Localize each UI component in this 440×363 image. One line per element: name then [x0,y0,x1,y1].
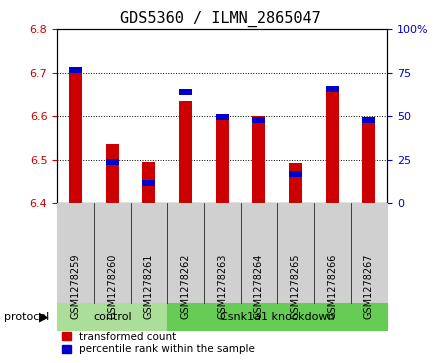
Bar [143,180,155,186]
Bar [69,73,82,203]
Bar [253,117,265,123]
Text: protocol: protocol [4,312,50,322]
Text: GSM1278265: GSM1278265 [290,253,301,319]
Bar [363,117,375,123]
Text: ▶: ▶ [39,310,48,323]
Bar [106,144,119,203]
Bar [326,86,339,92]
Text: GSM1278262: GSM1278262 [180,253,191,319]
Bar [179,101,192,203]
Bar [69,66,82,73]
Bar [216,114,229,203]
Text: control: control [93,312,132,322]
Text: GSM1278259: GSM1278259 [70,253,81,319]
Bar [326,92,339,203]
Bar [363,117,375,203]
Bar [143,162,155,203]
Bar [106,159,119,165]
Text: GSM1278267: GSM1278267 [364,253,374,319]
Bar [289,171,302,177]
Text: GSM1278264: GSM1278264 [254,253,264,319]
Bar [179,89,192,95]
Text: GSM1278260: GSM1278260 [107,253,117,319]
Bar [216,114,229,120]
Text: Csnk1a1 knockdown: Csnk1a1 knockdown [220,312,334,322]
Text: GDS5360 / ILMN_2865047: GDS5360 / ILMN_2865047 [120,11,320,27]
Text: GSM1278266: GSM1278266 [327,253,337,319]
Bar [253,116,265,203]
Legend: transformed count, percentile rank within the sample: transformed count, percentile rank withi… [62,332,255,354]
Bar [289,163,302,203]
Text: GSM1278263: GSM1278263 [217,253,227,319]
Text: GSM1278261: GSM1278261 [144,253,154,319]
